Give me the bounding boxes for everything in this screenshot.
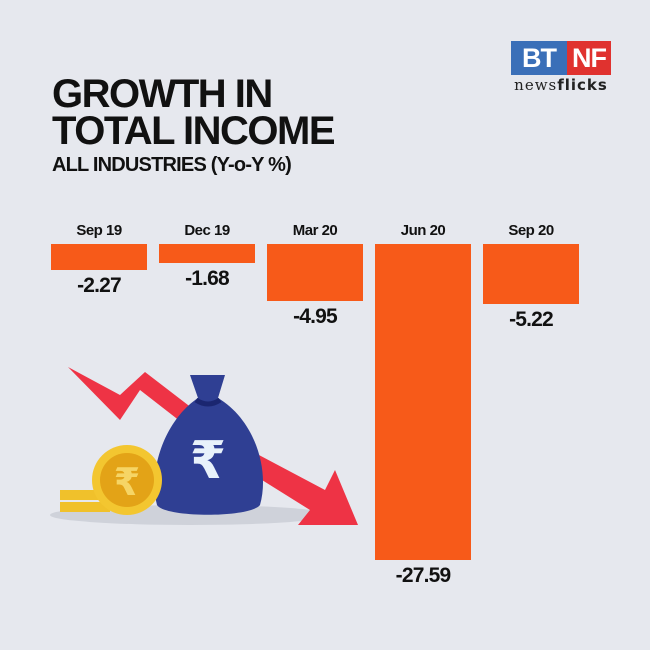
bar — [267, 244, 363, 301]
chart-title: GROWTH IN TOTAL INCOME — [52, 72, 336, 153]
money-bag-icon: ₹ — [154, 375, 264, 515]
money-bag-falling-arrow-illustration: ₹ ₹ — [50, 367, 358, 525]
svg-text:₹: ₹ — [190, 431, 226, 491]
value-label: -2.27 — [77, 273, 122, 297]
chart-subtitle: ALL INDUSTRIES (Y-o-Y %) — [52, 154, 292, 176]
svg-text:₹: ₹ — [114, 460, 140, 504]
category-label: Jun 20 — [400, 222, 446, 239]
category-label: Sep 19 — [76, 222, 122, 239]
rupee-coin-icon: ₹ — [92, 445, 162, 515]
bar — [483, 244, 579, 304]
category-label: Dec 19 — [184, 222, 230, 239]
value-label: -1.68 — [185, 267, 230, 291]
bar — [51, 244, 147, 270]
logo-bt: BT — [511, 41, 567, 75]
bar — [159, 244, 255, 264]
bar — [375, 244, 471, 560]
coin-stack-icon — [60, 490, 110, 512]
category-label: Mar 20 — [292, 222, 338, 239]
category-label: Sep 20 — [508, 222, 554, 239]
logo-nf: NF — [567, 41, 611, 75]
value-label: -27.59 — [395, 564, 452, 587]
value-label: -4.95 — [293, 304, 338, 328]
logo-newsflicks: newsflicks — [514, 76, 608, 94]
value-label: -5.22 — [509, 307, 554, 331]
